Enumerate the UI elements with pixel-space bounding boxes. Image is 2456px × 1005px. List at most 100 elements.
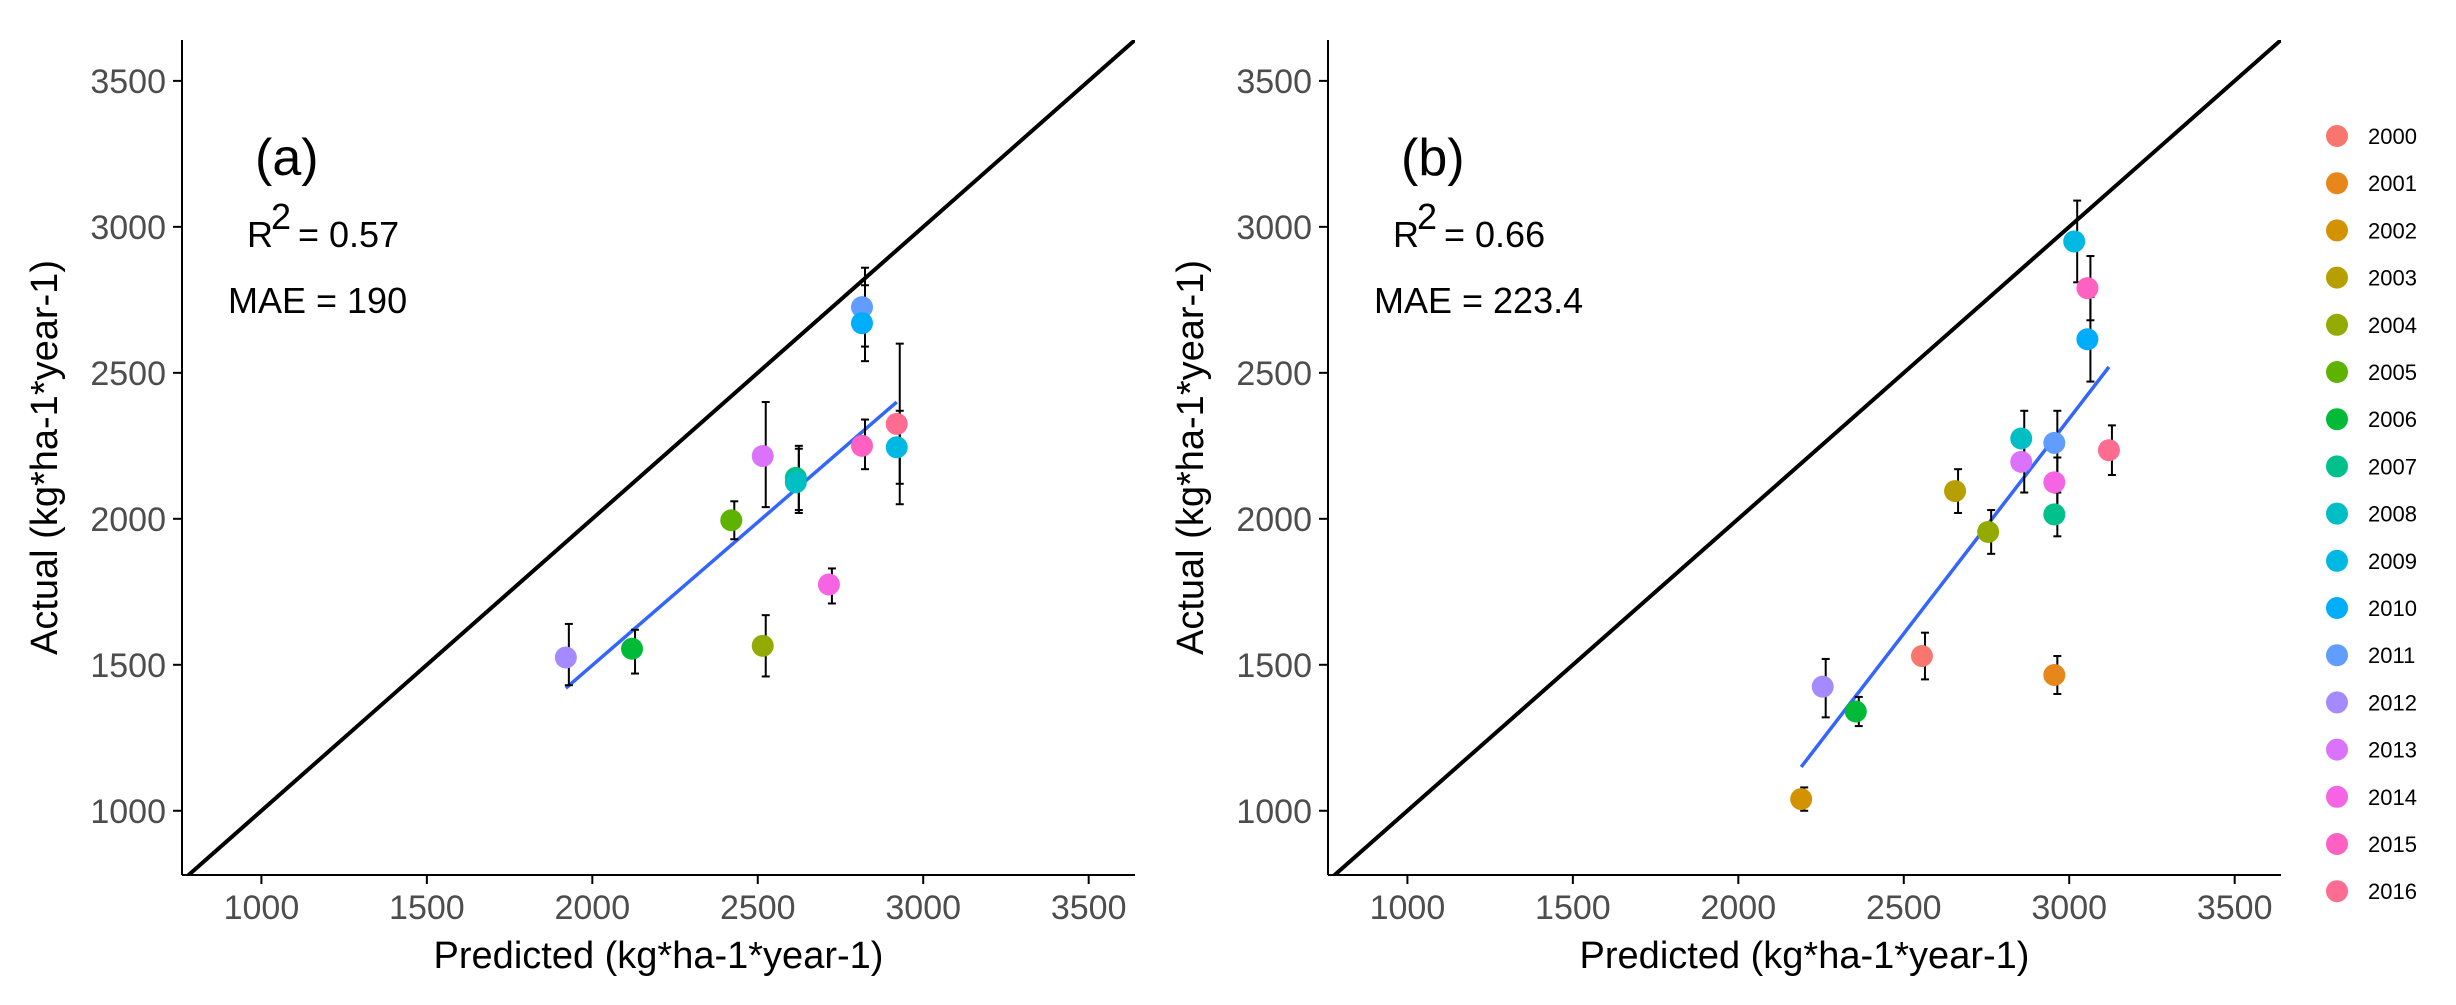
x-tick-label: 1500 — [1535, 889, 1611, 927]
legend-item: 2011 — [2326, 643, 2415, 668]
x-tick-label: 3500 — [1051, 889, 1127, 927]
data-point-2004 — [1977, 520, 2000, 543]
x-tick-label: 2000 — [554, 889, 630, 927]
data-point-2016 — [2097, 439, 2120, 462]
legend-label: 2002 — [2368, 218, 2417, 243]
y-tick-label: 2500 — [90, 355, 166, 393]
legend-item: 2008 — [2326, 502, 2417, 527]
x-axis-title: Predicted (kg*ha-1*year-1) — [434, 935, 884, 977]
legend-swatch-2004 — [2326, 313, 2348, 336]
legend-swatch-2015 — [2326, 833, 2348, 855]
legend-label: 2011 — [2368, 643, 2415, 668]
legend-item: 2000 — [2326, 124, 2417, 149]
x-tick-label: 1000 — [1370, 889, 1446, 927]
legend-label: 2003 — [2368, 266, 2417, 291]
y-tick-label: 1000 — [90, 793, 166, 831]
data-point-2006 — [1844, 700, 1867, 723]
legend-item: 2007 — [2326, 454, 2417, 479]
data-point-2008 — [784, 471, 807, 494]
y-axis-title: Actual (kg*ha-1*year-1) — [24, 260, 66, 655]
y-tick-label: 3500 — [90, 63, 166, 101]
y-tick-label: 1500 — [1236, 647, 1312, 685]
y-axis-title: Actual (kg*ha-1*year-1) — [1170, 260, 1212, 655]
data-point-2013 — [2010, 450, 2033, 473]
y-tick-label: 3500 — [1236, 63, 1312, 101]
panel-b: 1000 1500 2000 2500 3000 3500 1000 1500 2000 2500… — [1170, 40, 2281, 977]
legend-label: 2015 — [2368, 832, 2417, 857]
y-tick-label: 2000 — [90, 501, 166, 539]
legend-swatch-2012 — [2326, 691, 2348, 714]
mae-value: MAE = 190 — [228, 280, 407, 321]
data-point-2014 — [817, 573, 840, 596]
data-point-2007 — [2043, 503, 2066, 526]
legend-label: 2004 — [2368, 313, 2417, 338]
legend-swatch-2014 — [2326, 785, 2348, 808]
legend-swatch-2000 — [2326, 125, 2348, 147]
legend-label: 2006 — [2368, 407, 2417, 432]
data-point-2006 — [621, 637, 644, 660]
legend-item: 2003 — [2326, 266, 2417, 291]
legend-swatch-2003 — [2326, 266, 2348, 289]
panel-label: (b) — [1401, 129, 1465, 187]
panel-a: 1000 1500 2000 2500 3000 3500 1000 1500 2000 2500… — [24, 40, 1135, 977]
legend-label: 2007 — [2368, 454, 2417, 479]
legend-swatch-2001 — [2326, 172, 2348, 195]
r-squared-label: R — [247, 214, 273, 255]
legend-label: 2005 — [2368, 360, 2417, 385]
legend-item: 2016 — [2326, 879, 2417, 904]
legend-label: 2008 — [2368, 502, 2417, 527]
legend-swatch-2013 — [2326, 738, 2348, 761]
legend-item: 2005 — [2326, 360, 2417, 385]
legend-swatch-2011 — [2326, 644, 2348, 667]
data-point-2015 — [2076, 277, 2099, 300]
data-point-2012 — [1811, 675, 1834, 698]
legend-item: 2009 — [2326, 549, 2417, 574]
legend-swatch-2008 — [2326, 502, 2348, 525]
legend-label: 2012 — [2368, 690, 2417, 715]
y-tick-label: 2500 — [1236, 355, 1312, 393]
legend-item: 2002 — [2326, 218, 2417, 243]
y-tick-label: 1000 — [1236, 793, 1312, 831]
data-point-2015 — [851, 434, 874, 457]
legend-item: 2001 — [2326, 171, 2417, 196]
legend-label: 2009 — [2368, 549, 2417, 574]
data-point-2001 — [2043, 664, 2066, 687]
data-point-2012 — [554, 646, 577, 669]
legend-item: 2012 — [2326, 690, 2417, 715]
legend-label: 2000 — [2368, 124, 2417, 149]
data-point-2000 — [1910, 645, 1933, 668]
data-point-2009 — [2063, 230, 2086, 253]
r-squared-value: = 0.66 — [1444, 214, 1545, 255]
data-point-2013 — [751, 445, 774, 468]
r-squared-superscript: 2 — [1417, 196, 1437, 237]
legend: 2000 2001 2002 2003 2004 2005 2006 2007 2008 2009… — [2326, 124, 2417, 904]
x-tick-label: 2500 — [720, 889, 796, 927]
data-point-2003 — [1944, 480, 1967, 503]
legend-item: 2013 — [2326, 738, 2417, 763]
legend-label: 2013 — [2368, 738, 2417, 763]
data-point-2011 — [851, 296, 874, 319]
data-point-2010 — [2076, 328, 2099, 351]
data-point-2004 — [751, 634, 774, 657]
x-tick-label: 2000 — [1700, 889, 1776, 927]
identity-line — [185, 40, 1135, 875]
legend-label: 2010 — [2368, 596, 2417, 621]
legend-item: 2015 — [2326, 832, 2417, 857]
legend-swatch-2005 — [2326, 361, 2348, 383]
data-point-2014 — [2043, 471, 2066, 494]
x-tick-label: 3000 — [2031, 889, 2107, 927]
y-tick-label: 2000 — [1236, 501, 1312, 539]
x-tick-label: 3000 — [885, 889, 961, 927]
data-point-2009 — [885, 436, 908, 459]
legend-swatch-2002 — [2326, 219, 2348, 242]
data-point-2008 — [2010, 427, 2033, 450]
legend-swatch-2006 — [2326, 408, 2348, 431]
data-point-2005 — [720, 509, 743, 532]
x-axis-title: Predicted (kg*ha-1*year-1) — [1580, 935, 2030, 977]
legend-item: 2010 — [2326, 596, 2417, 621]
legend-label: 2001 — [2368, 171, 2417, 196]
x-tick-label: 1000 — [224, 889, 300, 927]
legend-swatch-2016 — [2326, 880, 2348, 903]
plot-area — [1331, 40, 2281, 875]
